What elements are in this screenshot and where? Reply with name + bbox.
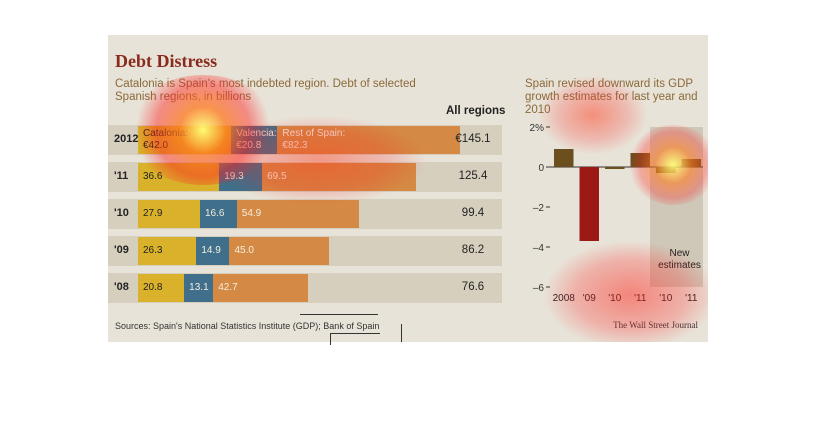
data-label: 54.9 xyxy=(241,208,262,219)
x-tick-label: '11 xyxy=(634,293,647,304)
gdp-bar xyxy=(605,167,625,169)
gdp-bar xyxy=(554,149,574,167)
bar-valencia xyxy=(199,200,237,228)
data-label: 13.1 xyxy=(189,282,209,293)
data-label: 16.6 xyxy=(204,208,225,219)
data-label: Valencia: €20.8 xyxy=(236,128,276,152)
data-label: 42.7 xyxy=(218,282,238,293)
chart-title: Debt Distress xyxy=(115,51,218,71)
data-label: 69.5 xyxy=(267,171,287,182)
left-subtitle: Catalonia is Spain's most indebted regio… xyxy=(115,78,416,103)
credit-line: The Wall Street Journal xyxy=(613,320,698,330)
series-name-label: Rest of Spain: xyxy=(282,128,346,139)
all-regions-header: All regions xyxy=(446,105,506,117)
series-name-label: Valencia: xyxy=(236,128,277,139)
total-label: 125.4 xyxy=(458,170,488,182)
y-tick-label: –4 xyxy=(533,243,545,254)
data-label: 26.3 xyxy=(143,245,163,256)
x-tick-label: '10 xyxy=(659,293,672,304)
bar-rest-of-spain xyxy=(262,163,417,191)
data-label: Catalonia: €42.0 xyxy=(143,128,188,152)
total-label: 76.6 xyxy=(461,281,485,293)
bar-rest-of-spain xyxy=(277,126,461,154)
series-value-label: €82.3 xyxy=(282,140,308,151)
stray-line xyxy=(330,333,380,334)
year-label: '08 xyxy=(114,281,129,293)
new-estimates-annotation: New xyxy=(669,248,690,259)
y-tick-label: 0 xyxy=(538,163,544,174)
bar-catalonia xyxy=(138,237,197,265)
stray-line xyxy=(330,333,331,345)
data-label: 19.3 xyxy=(224,171,244,182)
series-value-label: €42.0 xyxy=(143,140,169,151)
bar-rest-of-spain xyxy=(229,237,330,265)
bar-rest-of-spain xyxy=(213,274,309,302)
gdp-bar xyxy=(681,159,701,167)
data-label: 14.9 xyxy=(201,245,221,256)
data-label: Rest of Spain: €82.3 xyxy=(282,128,345,152)
bar-valencia xyxy=(196,237,230,265)
new-estimates-annotation: estimates xyxy=(658,260,701,271)
x-tick-label: 2008 xyxy=(553,293,576,304)
data-label: 20.8 xyxy=(143,282,163,293)
data-label: 27.9 xyxy=(143,208,163,219)
year-label: '10 xyxy=(114,207,129,219)
y-tick-label: –2 xyxy=(533,203,545,214)
data-label: 36.6 xyxy=(143,171,163,182)
series-value-label: €20.8 xyxy=(236,140,262,151)
sources-note: Sources: Spain's National Statistics Ins… xyxy=(115,321,380,331)
bar-valencia xyxy=(184,274,214,302)
series-name-label: Catalonia: xyxy=(143,128,189,139)
stray-line xyxy=(401,324,402,342)
x-tick-label: '09 xyxy=(583,293,596,304)
right-subtitle: Spain revised downward its GDP growth es… xyxy=(525,78,698,116)
stray-line xyxy=(300,314,378,315)
y-tick-label: –6 xyxy=(533,283,545,294)
y-tick-label: 2% xyxy=(530,123,545,134)
chart-panel: Debt Distress Catalonia is Spain's most … xyxy=(108,35,708,342)
x-tick-label: '11 xyxy=(685,293,698,304)
gdp-bar xyxy=(579,167,599,241)
year-label: 2012 xyxy=(114,133,139,145)
gdp-bar xyxy=(656,167,676,173)
total-label: 86.2 xyxy=(461,244,485,256)
bar-catalonia xyxy=(138,200,200,228)
gdp-bar xyxy=(630,153,650,167)
bar-catalonia xyxy=(138,274,185,302)
year-label: '09 xyxy=(114,244,129,256)
data-label: 45.0 xyxy=(234,245,254,256)
year-label: '11 xyxy=(114,170,129,182)
bar-rest-of-spain xyxy=(236,200,359,228)
total-label: €145.1 xyxy=(455,133,491,145)
x-tick-label: '10 xyxy=(608,293,621,304)
total-label: 99.4 xyxy=(461,207,485,219)
